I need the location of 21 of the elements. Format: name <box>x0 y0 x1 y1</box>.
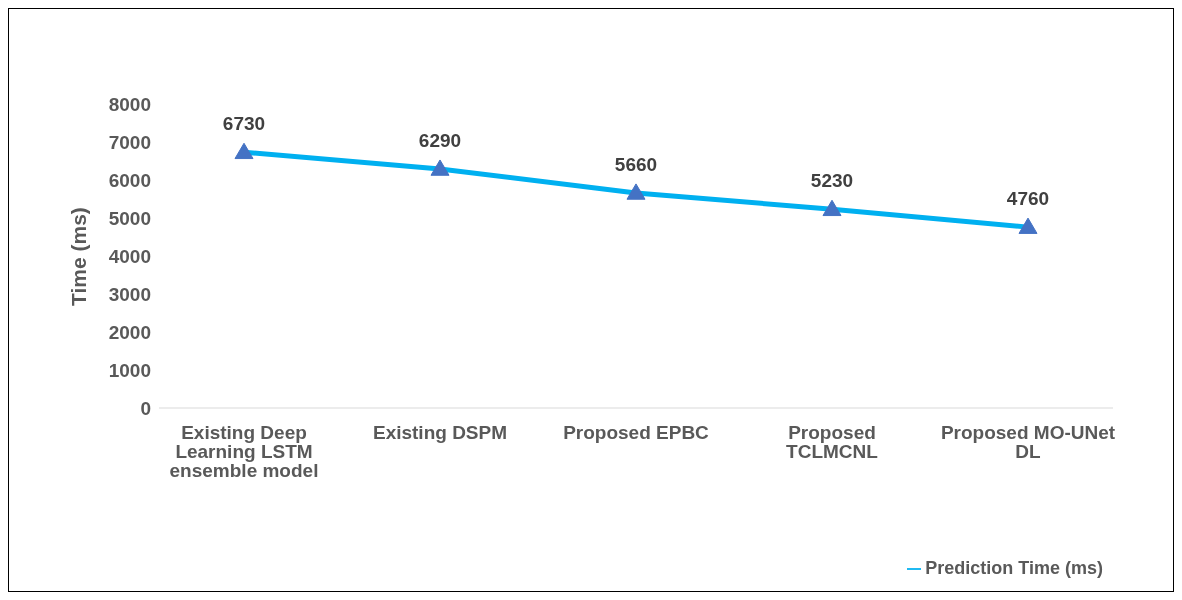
data-label: 4760 <box>1006 188 1050 210</box>
y-tick-label: 0 <box>140 397 151 419</box>
y-tick-label: 3000 <box>108 283 151 305</box>
data-label: 5230 <box>810 170 854 192</box>
y-tick-label: 2000 <box>108 321 151 343</box>
y-tick-label: 6000 <box>108 169 151 191</box>
y-tick-label: 8000 <box>108 93 151 115</box>
y-tick-label: 4000 <box>108 245 151 267</box>
data-label: 6730 <box>222 113 266 135</box>
data-label: 5660 <box>614 153 658 175</box>
x-tick-label: Existing Deep Learning LSTM ensemble model <box>169 422 319 482</box>
x-tick-label: Proposed TCLMCNL <box>786 422 879 463</box>
y-axis-title: Time (ms) <box>67 207 91 306</box>
x-tick-label: Proposed EPBC <box>563 422 710 444</box>
y-tick-label: 5000 <box>108 207 151 229</box>
y-tick-label: 7000 <box>108 131 151 153</box>
x-tick-label: Proposed MO-UNet DL <box>940 422 1116 463</box>
y-tick-label: 1000 <box>108 359 151 381</box>
data-label: 6290 <box>418 129 462 151</box>
legend-label: Prediction Time (ms) <box>925 558 1103 578</box>
x-tick-label: Existing DSPM <box>372 422 508 444</box>
